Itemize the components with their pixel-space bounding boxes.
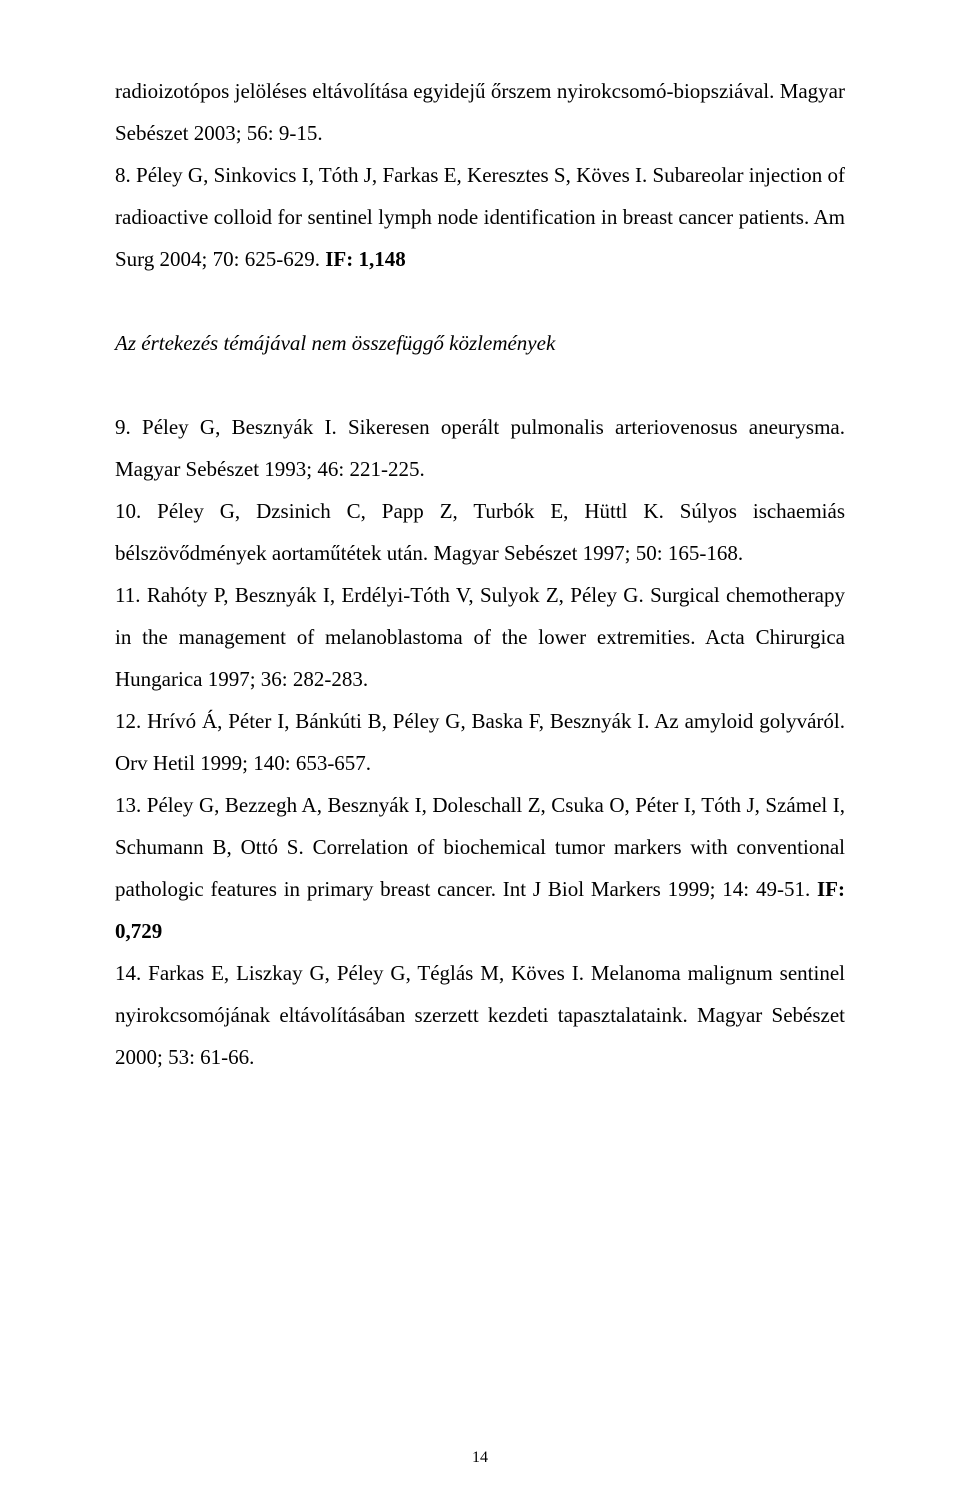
- section-heading: Az értekezés témájával nem összefüggő kö…: [115, 322, 845, 364]
- ref13-text: 13. Péley G, Bezzegh A, Besznyák I, Dole…: [115, 793, 845, 901]
- ref11: 11. Rahóty P, Besznyák I, Erdélyi-Tóth V…: [115, 574, 845, 700]
- ref7-continuation: radioizotópos jelöléses eltávolítása egy…: [115, 79, 845, 145]
- ref9: 9. Péley G, Besznyák I. Sikeresen operál…: [115, 406, 845, 490]
- ref14: 14. Farkas E, Liszkay G, Péley G, Téglás…: [115, 952, 845, 1078]
- ref8-impact-factor: IF: 1,148: [325, 247, 406, 271]
- ref13: 13. Péley G, Bezzegh A, Besznyák I, Dole…: [115, 784, 845, 952]
- ref8-paragraph: 8. Péley G, Sinkovics I, Tóth J, Farkas …: [115, 154, 845, 280]
- ref12: 12. Hrívó Á, Péter I, Bánkúti B, Péley G…: [115, 700, 845, 784]
- top-paragraph: radioizotópos jelöléses eltávolítása egy…: [115, 70, 845, 154]
- page-number: 14: [0, 1449, 960, 1467]
- ref8-text: 8. Péley G, Sinkovics I, Tóth J, Farkas …: [115, 163, 845, 271]
- references-block: 9. Péley G, Besznyák I. Sikeresen operál…: [115, 406, 845, 1078]
- ref10: 10. Péley G, Dzsinich C, Papp Z, Turbók …: [115, 490, 845, 574]
